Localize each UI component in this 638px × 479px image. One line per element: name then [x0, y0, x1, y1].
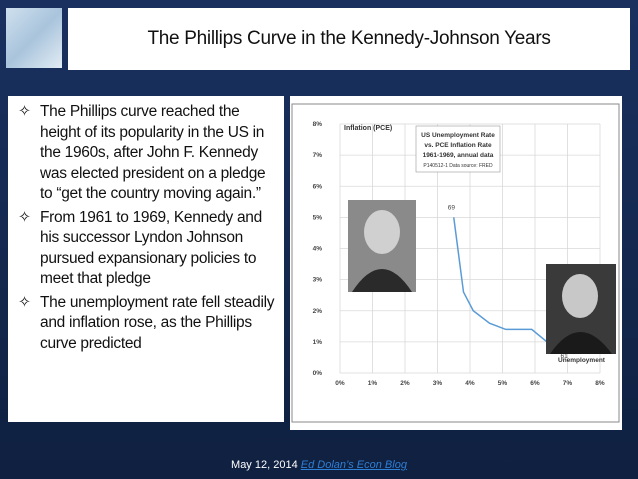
legend-line: US Unemployment Rate [421, 132, 495, 139]
x-tick-label: 6% [530, 380, 540, 387]
bullet-symbol: ✧ [18, 293, 31, 311]
footer-link[interactable]: Ed Dolan’s Econ Blog [300, 459, 407, 471]
bullet-symbol: ✧ [18, 103, 31, 120]
y-tick-label: 5% [313, 214, 323, 221]
x-tick-label: 5% [498, 380, 508, 387]
thumbnail-image [6, 8, 62, 68]
chart: 0% 1% 2% 3% 4% 5% 6% 7% 8% 0% 1% 2% 3% 4% 5% 6% 7% 8% Infl… [291, 103, 620, 423]
footer-date: May 12, 2014 [231, 459, 298, 471]
legend-line: 1961-1969, annual data [423, 152, 494, 159]
x-tick-label: 8% [595, 380, 605, 387]
y-tick-label: 8% [313, 121, 323, 128]
y-axis-label: Inflation (PCE) [344, 125, 392, 132]
data-line [453, 217, 555, 349]
y-tick-label: 0% [313, 370, 323, 377]
x-tick-label: 2% [400, 380, 410, 387]
legend-line: P140512-1 Data source: FRED [423, 163, 493, 169]
bullet: ✧ The Phillips curve reached the height o… [18, 102, 276, 205]
bullet-text: The Phillips curve reached the height of… [40, 103, 266, 202]
bullet: ✧ The unemployment rate fell steadily and… [18, 293, 276, 355]
bullet: ✧ From 1961 to 1969, Kennedy and his succ… [18, 208, 276, 290]
footer: May 12, 2014 Ed Dolan’s Econ Blog [0, 459, 638, 471]
x-tick-label: 0% [335, 380, 345, 387]
x-tick-label: 7% [563, 380, 573, 387]
x-axis-label: Unemployment [558, 357, 606, 364]
johnson-photo [348, 200, 416, 292]
legend-box [415, 125, 501, 173]
point-label: 69 [448, 204, 456, 211]
legend-line: vs. PCE Inflation Rate [424, 142, 492, 149]
kennedy-photo [546, 264, 616, 354]
bullet-symbol: ✧ [18, 208, 31, 226]
text-panel: ✧ The Phillips curve reached the height o… [8, 96, 284, 422]
slide-title: The Phillips Curve in the Kennedy-Johnso… [147, 28, 551, 49]
chart-panel: 0% 1% 2% 3% 4% 5% 6% 7% 8% 0% 1% 2% 3% 4% 5% 6% 7% 8% Infl… [290, 96, 622, 430]
y-tick-label: 7% [313, 152, 323, 159]
x-tick-label: 4% [465, 380, 475, 387]
y-tick-label: 4% [313, 246, 323, 253]
point-label: 61 [561, 353, 569, 360]
bullet-text: From 1961 to 1969, Kennedy and his succe… [40, 208, 262, 288]
y-tick-label: 6% [313, 183, 323, 190]
y-tick-label: 2% [313, 308, 323, 315]
title-bar: The Phillips Curve in the Kennedy-Johnso… [68, 8, 630, 70]
bullet-text: The unemployment rate fell steadily and … [40, 293, 275, 352]
y-tick-label: 3% [313, 277, 323, 284]
y-tick-label: 1% [313, 339, 323, 346]
x-tick-label: 1% [368, 380, 378, 387]
x-tick-label: 3% [433, 380, 443, 387]
